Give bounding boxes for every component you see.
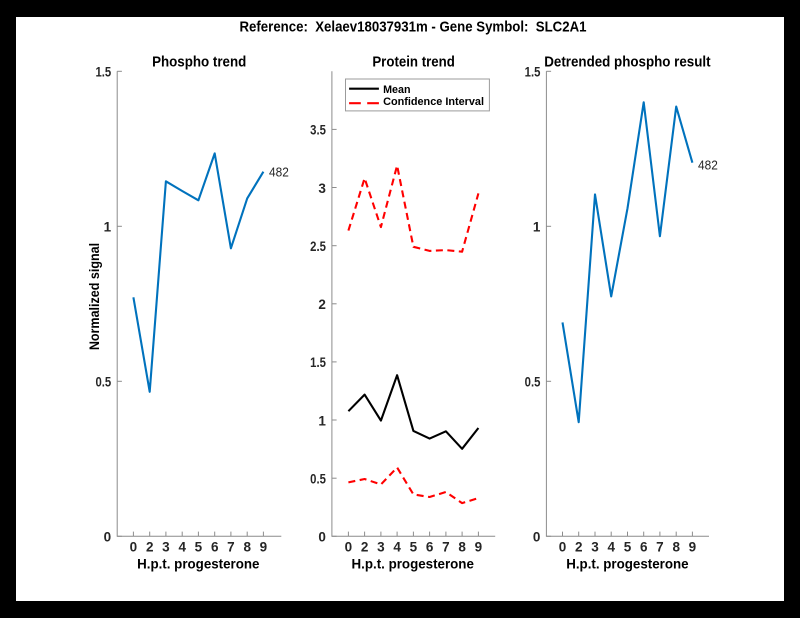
svg-text:Mean: Mean [383, 84, 410, 96]
svg-text:2.5: 2.5 [310, 239, 326, 254]
svg-text:7: 7 [656, 540, 664, 555]
svg-text:6: 6 [640, 540, 648, 555]
svg-text:2: 2 [146, 540, 154, 555]
svg-text:3: 3 [318, 181, 326, 196]
svg-text:H.p.t. progesterone: H.p.t. progesterone [352, 555, 475, 571]
svg-text:0: 0 [345, 540, 353, 555]
svg-text:9: 9 [689, 540, 697, 555]
svg-text:0: 0 [318, 530, 326, 545]
svg-text:Confidence Interval: Confidence Interval [383, 96, 484, 108]
svg-text:1: 1 [104, 220, 112, 235]
svg-text:7: 7 [227, 540, 235, 555]
svg-text:8: 8 [672, 540, 680, 555]
svg-text:3: 3 [162, 540, 170, 555]
svg-text:0: 0 [559, 540, 567, 555]
svg-text:Protein trend: Protein trend [372, 53, 455, 70]
svg-text:6: 6 [426, 540, 434, 555]
svg-text:482: 482 [698, 158, 718, 173]
svg-text:5: 5 [624, 540, 632, 555]
svg-text:1.5: 1.5 [95, 65, 111, 80]
svg-text:8: 8 [458, 540, 466, 555]
svg-text:1: 1 [533, 220, 541, 235]
svg-text:4: 4 [178, 540, 186, 555]
svg-text:0.5: 0.5 [95, 375, 111, 390]
svg-text:6: 6 [211, 540, 219, 555]
svg-text:0.5: 0.5 [525, 375, 541, 390]
svg-text:5: 5 [410, 540, 418, 555]
svg-text:0: 0 [533, 530, 541, 545]
svg-text:9: 9 [475, 540, 483, 555]
svg-text:9: 9 [260, 540, 268, 555]
svg-text:2: 2 [361, 540, 369, 555]
svg-text:1.5: 1.5 [525, 65, 541, 80]
svg-text:H.p.t. progesterone: H.p.t. progesterone [137, 555, 260, 571]
svg-text:0: 0 [104, 530, 112, 545]
svg-text:5: 5 [195, 540, 203, 555]
svg-text:8: 8 [243, 540, 251, 555]
svg-text:1: 1 [318, 413, 326, 428]
svg-text:4: 4 [393, 540, 401, 555]
svg-text:3: 3 [591, 540, 599, 555]
svg-text:2: 2 [318, 297, 326, 312]
svg-text:0.5: 0.5 [310, 472, 326, 487]
svg-text:7: 7 [442, 540, 450, 555]
svg-text:H.p.t. progesterone: H.p.t. progesterone [566, 555, 689, 571]
svg-text:3: 3 [377, 540, 385, 555]
svg-text:2: 2 [575, 540, 583, 555]
svg-text:Phospho trend: Phospho trend [152, 53, 246, 70]
svg-text:4: 4 [607, 540, 615, 555]
svg-text:0: 0 [130, 540, 138, 555]
svg-text:3.5: 3.5 [310, 123, 326, 138]
svg-text:Normalized signal: Normalized signal [86, 243, 102, 350]
svg-text:1.5: 1.5 [310, 355, 326, 370]
svg-text:Detrended phospho result: Detrended phospho result [544, 53, 710, 70]
svg-text:Reference: Xelaev18037931m -: Reference: Xelaev18037931m - Gene Symbol… [240, 18, 587, 35]
svg-text:482: 482 [269, 165, 289, 180]
